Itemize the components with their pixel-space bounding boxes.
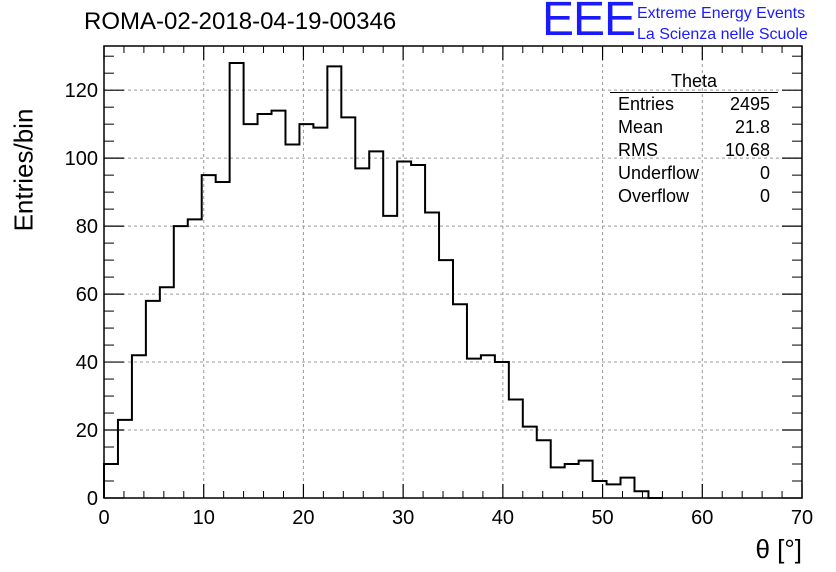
histogram-bin <box>481 355 495 498</box>
x-tick-label: 50 <box>591 507 613 529</box>
y-tick-label: 100 <box>65 148 98 170</box>
histogram-bin <box>439 260 453 498</box>
histogram-bin <box>313 128 327 498</box>
stats-title: Theta <box>610 70 778 93</box>
histogram-bin <box>425 213 439 498</box>
axis-ticks <box>103 46 803 499</box>
histogram-bin <box>285 145 299 498</box>
x-tick-labels: 0 10 20 30 40 50 60 70 <box>98 507 813 529</box>
histogram-bin <box>327 66 341 498</box>
eee-logo: EEE Extreme Energy Events La Scienza nel… <box>542 0 832 46</box>
stats-row-mean: Mean 21.8 <box>610 116 778 139</box>
logo-line-2: La Scienza nelle Scuole <box>637 26 808 43</box>
histogram-bin <box>174 226 188 498</box>
stats-value: 0 <box>759 163 770 183</box>
histogram-bin <box>579 461 593 498</box>
stats-label: RMS <box>618 140 658 160</box>
stats-row-overflow: Overflow 0 <box>610 185 778 208</box>
histogram-bin <box>146 301 160 498</box>
y-tick-label: 120 <box>65 80 98 102</box>
histogram-bin <box>369 151 383 498</box>
stats-row-entries: Entries 2495 <box>610 93 778 116</box>
histogram-bin <box>299 124 313 498</box>
histogram-bin <box>634 491 648 498</box>
histogram-bin <box>593 481 607 498</box>
histogram-bin <box>188 219 202 498</box>
histogram-bin <box>272 111 286 498</box>
histogram-bin <box>202 175 216 498</box>
x-tick-label: 20 <box>292 507 314 529</box>
y-tick-label: 20 <box>76 420 98 442</box>
histogram-bin <box>523 427 537 498</box>
y-tick-labels: 0 20 40 60 80 100 120 <box>65 80 98 510</box>
x-tick-label: 0 <box>98 507 109 529</box>
histogram-bin <box>565 464 579 498</box>
histogram-bin <box>132 355 146 498</box>
y-tick-label: 80 <box>76 216 98 238</box>
histogram-bin <box>118 420 132 498</box>
histogram-bin <box>397 162 411 498</box>
histogram-bin <box>341 117 355 498</box>
stats-label: Underflow <box>618 163 700 183</box>
logo-line-1: Extreme Energy Events <box>637 5 806 22</box>
histogram-bin <box>495 362 509 498</box>
y-tick-label: 40 <box>76 352 98 374</box>
stats-value: 2495 <box>729 94 770 114</box>
histogram-bin <box>453 304 467 498</box>
y-tick-label: 60 <box>76 284 98 306</box>
stats-label: Overflow <box>618 186 690 206</box>
x-tick-label: 10 <box>193 507 215 529</box>
plot-frame <box>103 45 803 499</box>
stats-value: 0 <box>759 186 770 206</box>
stats-label: Entries <box>618 94 675 114</box>
histogram-bin <box>258 114 272 498</box>
stats-row-underflow: Underflow 0 <box>610 162 778 185</box>
chart-title: ROMA-02-2018-04-19-00346 <box>84 8 397 35</box>
y-tick-label: 0 <box>87 488 98 510</box>
histogram-bin <box>230 63 244 498</box>
histogram-bin <box>160 287 174 498</box>
histogram-bin <box>216 182 230 498</box>
stats-box: Theta Entries 2495 Mean 21.8 RMS 10.68 U… <box>610 70 778 208</box>
stats-row-rms: RMS 10.68 <box>610 139 778 162</box>
histogram-bin <box>244 124 258 498</box>
histogram-bin <box>383 216 397 498</box>
eee-logo-mark: EEE <box>542 0 636 46</box>
x-tick-label: 70 <box>791 507 813 529</box>
histogram-bins <box>104 63 648 498</box>
x-tick-label: 60 <box>691 507 713 529</box>
grid-lines <box>104 46 802 498</box>
histogram-outline <box>103 61 663 499</box>
stats-value: 10.68 <box>724 140 770 160</box>
histogram-bin <box>607 484 621 498</box>
stats-label: Mean <box>618 117 664 137</box>
histogram-bin <box>355 168 369 498</box>
x-tick-label: 30 <box>392 507 414 529</box>
histogram-bin <box>537 440 551 498</box>
stats-value: 21.8 <box>734 117 770 137</box>
x-axis-label: θ [°] <box>755 534 802 564</box>
x-tick-label: 40 <box>492 507 514 529</box>
histogram-bin <box>411 165 425 498</box>
histogram-bin <box>467 359 481 498</box>
histogram-bin <box>509 399 523 498</box>
